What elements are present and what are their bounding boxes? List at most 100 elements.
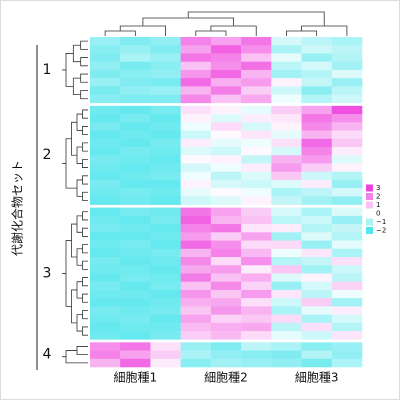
heat-cell bbox=[331, 257, 363, 266]
heat-cell bbox=[331, 105, 363, 115]
heat-cell bbox=[271, 147, 302, 156]
heat-cell bbox=[150, 37, 181, 46]
legend-swatch bbox=[366, 227, 373, 234]
heat-cell bbox=[150, 138, 181, 148]
heat-cell bbox=[331, 78, 363, 87]
heat-cell bbox=[120, 281, 151, 291]
heat-cell bbox=[210, 281, 242, 291]
legend-label: 0 bbox=[376, 210, 380, 218]
heat-cell bbox=[241, 114, 272, 123]
legend-label: 3 bbox=[376, 184, 380, 192]
heat-cell bbox=[301, 248, 333, 258]
heat-cell bbox=[331, 171, 363, 181]
heat-cell bbox=[331, 45, 363, 54]
heat-cell bbox=[90, 45, 121, 54]
heat-cell bbox=[301, 257, 333, 266]
heat-cell bbox=[150, 331, 181, 340]
heat-cell bbox=[331, 69, 363, 79]
legend-swatch bbox=[366, 218, 373, 226]
heat-cell bbox=[90, 196, 121, 205]
heat-cell bbox=[241, 94, 272, 104]
heat-cell bbox=[90, 289, 121, 299]
heat-cell bbox=[210, 155, 242, 164]
heat-cell bbox=[331, 232, 363, 241]
heat-cell bbox=[331, 314, 363, 324]
heat-cell bbox=[150, 155, 181, 164]
heat-cell bbox=[241, 289, 272, 299]
heat-cell bbox=[180, 163, 212, 172]
heat-cell bbox=[90, 232, 121, 241]
heat-cell bbox=[210, 289, 242, 299]
heat-cell bbox=[120, 322, 151, 332]
heat-cell bbox=[120, 171, 151, 181]
heat-cell bbox=[180, 155, 212, 164]
heat-cell bbox=[241, 53, 272, 62]
heat-cell bbox=[120, 130, 151, 140]
heat-cell bbox=[271, 273, 302, 282]
heat-cell bbox=[180, 45, 212, 54]
heat-cell bbox=[120, 314, 151, 324]
heat-cell bbox=[180, 53, 212, 62]
heat-cell bbox=[331, 289, 363, 299]
heat-cell bbox=[180, 105, 212, 115]
heat-cell bbox=[210, 86, 242, 95]
heat-cell bbox=[150, 163, 181, 172]
heat-cell bbox=[331, 350, 363, 360]
heat-cell bbox=[210, 122, 242, 131]
heat-cell bbox=[241, 86, 272, 95]
heat-cell bbox=[210, 248, 242, 258]
heat-cell bbox=[331, 240, 363, 250]
heat-cell bbox=[301, 171, 333, 181]
heat-cell bbox=[90, 342, 121, 351]
heat-cell bbox=[120, 257, 151, 266]
heat-cell bbox=[150, 248, 181, 258]
row-dendrogram bbox=[62, 109, 88, 201]
heat-cell bbox=[241, 122, 272, 131]
heat-cell bbox=[301, 342, 333, 351]
heat-cell bbox=[210, 273, 242, 282]
heat-cell bbox=[180, 188, 212, 197]
heat-cell bbox=[180, 122, 212, 131]
heat-cell bbox=[120, 155, 151, 164]
heat-cell bbox=[241, 322, 272, 332]
heat-cell bbox=[301, 163, 333, 172]
heat-cell bbox=[301, 265, 333, 274]
heat-cell bbox=[120, 350, 151, 360]
heat-cell bbox=[331, 342, 363, 351]
legend-label: 1 bbox=[376, 201, 380, 209]
heat-cell bbox=[301, 105, 333, 115]
heat-cell bbox=[271, 78, 302, 87]
heat-cell bbox=[271, 257, 302, 266]
heat-cell bbox=[271, 188, 302, 197]
heat-cell bbox=[271, 53, 302, 62]
heat-cell bbox=[210, 350, 242, 360]
heat-cell bbox=[241, 342, 272, 351]
heat-cell bbox=[150, 265, 181, 274]
heat-cell bbox=[120, 69, 151, 79]
heat-cell bbox=[90, 130, 121, 140]
heat-cell bbox=[150, 358, 181, 368]
heat-cell bbox=[301, 188, 333, 197]
heat-cell bbox=[241, 130, 272, 140]
heat-cell bbox=[271, 350, 302, 360]
heat-cell bbox=[331, 53, 363, 62]
heat-cell bbox=[150, 45, 181, 54]
heat-cell bbox=[90, 105, 121, 115]
heat-cell bbox=[90, 171, 121, 181]
heat-cell bbox=[241, 248, 272, 258]
heat-cell bbox=[120, 248, 151, 258]
heat-cell bbox=[271, 61, 302, 71]
heat-cell bbox=[90, 248, 121, 258]
heat-cell bbox=[180, 248, 212, 258]
heat-cell bbox=[180, 257, 212, 266]
heat-cell bbox=[150, 171, 181, 181]
heat-cell bbox=[120, 215, 151, 225]
heat-cell bbox=[180, 207, 212, 217]
heat-cell bbox=[331, 163, 363, 172]
heat-cell bbox=[301, 306, 333, 315]
heat-cell bbox=[120, 207, 151, 217]
heat-cell bbox=[271, 196, 302, 205]
legend-label: 2 bbox=[376, 193, 380, 201]
heat-cell bbox=[271, 240, 302, 250]
